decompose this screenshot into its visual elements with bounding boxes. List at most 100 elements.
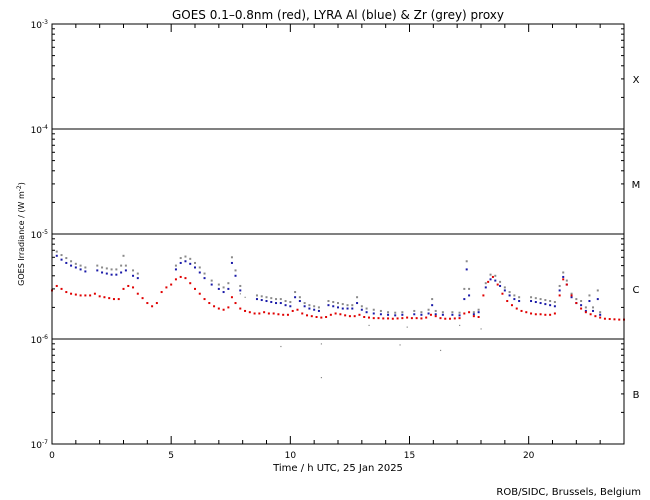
series-0-point-81 — [534, 297, 537, 300]
flare-class-labels: X M C B — [632, 75, 641, 401]
series-2-point-10 — [98, 295, 101, 298]
series-1-point-62 — [434, 313, 437, 316]
series-1-point-71 — [484, 286, 487, 289]
series-0-point-39 — [294, 291, 297, 294]
series-0-point-46 — [332, 301, 335, 304]
series-0-point-17 — [174, 264, 177, 267]
series-1-point-82 — [544, 303, 547, 306]
y-axis-label-main: GOES Irradiance / (W m — [17, 191, 26, 286]
series-0-point-25 — [217, 283, 220, 286]
series-0-point-29 — [234, 269, 237, 272]
series-0-point-65 — [451, 311, 454, 314]
series-1-point-28 — [234, 274, 237, 277]
series-1-point-2 — [65, 261, 68, 264]
series-0-point-19 — [184, 255, 187, 258]
series-2-point-21 — [151, 305, 154, 308]
series-2-point-94 — [496, 283, 499, 286]
series-2-point-20 — [146, 302, 149, 305]
series-1-point-45 — [332, 305, 335, 308]
series-2-point-37 — [227, 306, 230, 309]
series-1-point-19 — [189, 262, 192, 265]
series-1-point-41 — [308, 307, 311, 310]
series-1-point-84 — [553, 305, 556, 308]
series-0-point-34 — [270, 297, 273, 300]
series-0-point-12 — [120, 264, 123, 267]
series-2-point-99 — [520, 309, 523, 312]
series-0-point-31 — [255, 294, 258, 297]
series-2-point-93 — [491, 275, 494, 278]
series-2-point-61 — [339, 313, 342, 316]
series-1-point-32 — [265, 300, 268, 303]
series-2-point-13 — [112, 298, 115, 301]
series-1-point-44 — [327, 304, 330, 307]
series-2-point-83 — [444, 317, 447, 320]
series-2-point-69 — [377, 317, 380, 320]
y-tick-label-1: 10-4 — [31, 124, 49, 136]
series-0-point-56 — [387, 311, 390, 314]
outlier-point-0 — [280, 345, 282, 348]
series-1-point-55 — [387, 313, 390, 316]
series-2-point-80 — [429, 313, 432, 316]
series-0-point-82 — [539, 298, 542, 301]
y-tick-label-0: 10-3 — [31, 19, 49, 31]
series-0-point-13 — [122, 254, 125, 257]
series-0-point-64 — [441, 311, 444, 314]
series-2-point-28 — [184, 277, 187, 280]
series-0-point-27 — [227, 282, 230, 285]
series-1-point-3 — [70, 264, 73, 267]
series-2-point-97 — [510, 304, 513, 307]
series-0-point-91 — [580, 300, 583, 303]
series-0-point-14 — [124, 264, 127, 267]
series-0-point-48 — [341, 303, 344, 306]
series-1-point-81 — [539, 302, 542, 305]
series-1-point-1 — [60, 258, 63, 261]
series-0-point-78 — [513, 294, 516, 297]
series-1-point-18 — [184, 260, 187, 263]
series-2-point-5 — [74, 293, 77, 296]
series-0-point-63 — [434, 309, 437, 312]
series-2-point-108 — [562, 278, 565, 281]
series-2-point-48 — [277, 313, 280, 316]
series-2-point-45 — [263, 311, 266, 314]
series-1-point-25 — [222, 291, 225, 294]
series-0-point-71 — [477, 308, 480, 311]
series-2-point-62 — [344, 314, 347, 317]
series-1-point-14 — [132, 274, 135, 277]
series-0-point-94 — [592, 306, 595, 309]
series-1-point-39 — [298, 300, 301, 303]
series-2-point-17 — [132, 286, 135, 289]
series-1-point-16 — [174, 268, 177, 271]
series-0-point-40 — [298, 296, 301, 299]
series-1-point-49 — [351, 307, 354, 310]
series-2-point-22 — [155, 302, 158, 305]
series-0 — [55, 250, 602, 314]
series-1-point-85 — [558, 289, 561, 292]
series-0-point-16 — [136, 272, 139, 275]
series-1-point-13 — [124, 269, 127, 272]
series-2-point-96 — [506, 300, 509, 303]
x-tick-label-0: 0 — [49, 451, 55, 461]
y-tick-base: 10 — [31, 21, 43, 31]
series-0-point-11 — [115, 268, 118, 271]
series-1-point-92 — [588, 300, 591, 303]
series-1-point-70 — [477, 311, 480, 314]
series-0-point-32 — [260, 295, 263, 298]
series-0-point-77 — [508, 291, 511, 294]
series-2-point-87 — [463, 312, 466, 315]
series-1-point-73 — [494, 279, 497, 282]
series-0-point-22 — [198, 266, 201, 269]
series-1-point-64 — [451, 313, 454, 316]
series-2-point-112 — [580, 307, 583, 310]
outlier-point-5 — [368, 324, 370, 327]
y-tick-base: 10 — [31, 336, 43, 346]
series-0-point-58 — [401, 311, 404, 314]
series-2-point-91 — [482, 294, 485, 297]
flare-class-label-b: B — [633, 390, 640, 401]
series-1-point-52 — [365, 311, 368, 314]
series-1-point-47 — [341, 307, 344, 310]
series-0-point-76 — [503, 286, 506, 289]
series-0-point-54 — [372, 308, 375, 311]
series-2-point-85 — [453, 317, 456, 320]
series-0-point-95 — [596, 289, 599, 292]
series-1-point-51 — [360, 308, 363, 311]
